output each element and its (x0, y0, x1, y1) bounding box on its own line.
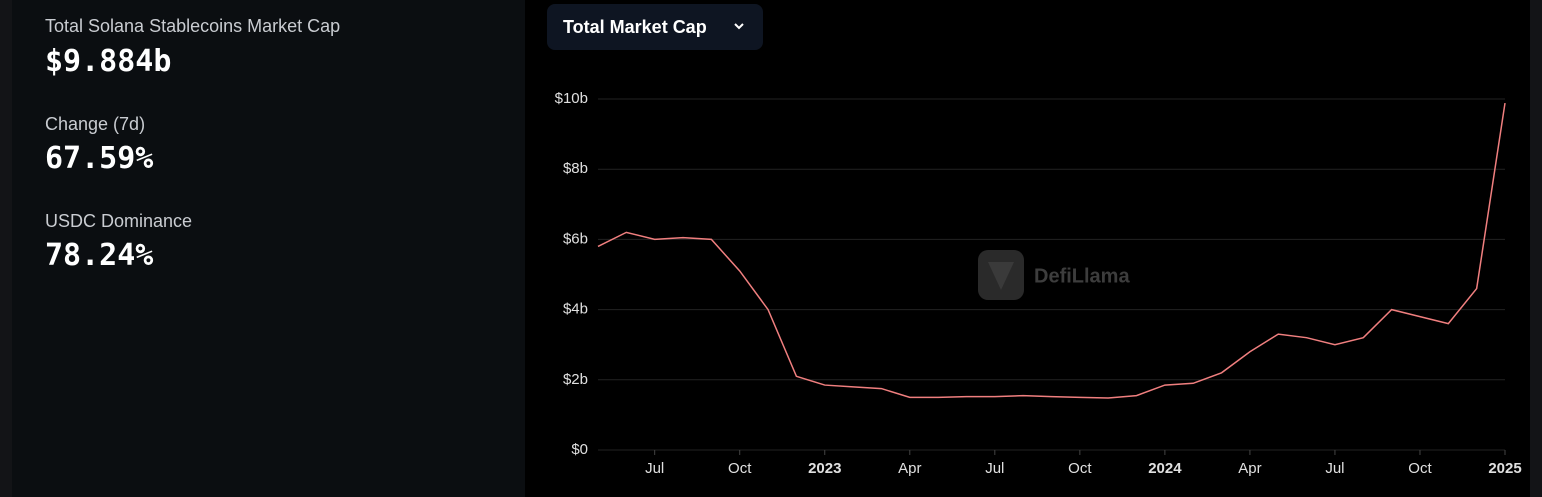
watermark-logo (978, 250, 1024, 300)
chart: DefiLlama $0 $2b $4b $6b $8b $10b Jul Oct 2023 Ap… (555, 90, 1522, 477)
y-tick-label: $2b (563, 371, 588, 388)
y-tick-label: $6b (563, 230, 588, 247)
x-tick-label: Apr (1238, 460, 1261, 477)
line (597, 102, 1506, 399)
x-tick-label: Oct (1068, 460, 1092, 477)
x-tick-label: 2023 (808, 460, 841, 477)
y-tick-label: $10b (555, 90, 588, 107)
dropdown-label: Total Market Cap (563, 17, 707, 37)
metric-dropdown[interactable]: Total Market Cap (547, 4, 763, 50)
y-tick-label: $8b (563, 160, 588, 177)
stat-value: 67.59% (45, 141, 154, 176)
x-tick-label: Oct (728, 460, 752, 477)
watermark: DefiLlama (1034, 265, 1130, 287)
stat-label: Change (7d) (45, 114, 146, 134)
chevron (734, 23, 744, 30)
chart-panel: DefiLlama $0 $2b $4b $6b $8b $10b Jul Oct 2023 Ap… (525, 0, 1530, 497)
x-tick-label: Oct (1408, 460, 1432, 477)
x-tick-label: Jul (645, 460, 664, 477)
x-tick-label: 2025 (1488, 460, 1521, 477)
stat-value: $9.884b (45, 44, 172, 79)
x-tick-label: Apr (898, 460, 921, 477)
stats-panel: Total Solana Stablecoins Market Cap $9.8… (12, 0, 525, 497)
stat-value: 78.24% (45, 238, 154, 273)
stat-label: USDC Dominance (45, 211, 193, 231)
x-tick-label: Jul (985, 460, 1004, 477)
x-tick-label: 2024 (1148, 460, 1182, 477)
x-tick-label: Jul (1325, 460, 1344, 477)
y-tick-label: $4b (563, 301, 588, 318)
stat-label: Total Solana Stablecoins Market Cap (45, 16, 341, 36)
y-tick-label: $0 (571, 441, 588, 458)
